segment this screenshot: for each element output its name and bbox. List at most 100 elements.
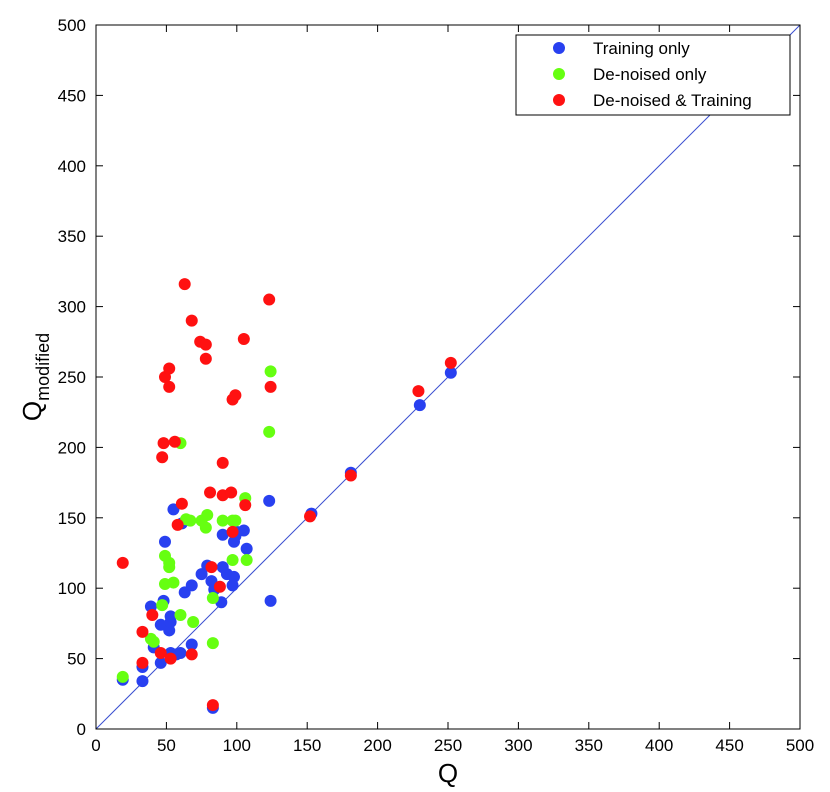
x-tick-label: 50 bbox=[157, 736, 176, 755]
data-point bbox=[157, 437, 170, 450]
y-tick-label: 500 bbox=[58, 16, 86, 35]
y-tick-label: 250 bbox=[58, 368, 86, 387]
data-point bbox=[225, 486, 238, 499]
plot-frame bbox=[95, 24, 801, 730]
data-point bbox=[226, 554, 239, 567]
data-point bbox=[185, 638, 198, 651]
data-point bbox=[178, 278, 191, 291]
data-point bbox=[185, 579, 198, 592]
data-point bbox=[146, 608, 159, 621]
x-tick-label: 0 bbox=[91, 736, 100, 755]
data-point bbox=[213, 580, 226, 593]
data-point bbox=[136, 675, 149, 688]
data-point bbox=[264, 380, 277, 393]
data-point bbox=[174, 646, 187, 659]
data-point bbox=[116, 670, 129, 683]
x-tick-label: 150 bbox=[293, 736, 321, 755]
data-point bbox=[237, 332, 250, 345]
y-tick-label: 150 bbox=[58, 509, 86, 528]
data-point bbox=[163, 362, 176, 375]
data-point bbox=[174, 608, 187, 621]
legend-label-training-only: Training only bbox=[593, 39, 690, 58]
data-point bbox=[205, 561, 218, 574]
data-point bbox=[185, 648, 198, 661]
x-axis-title: Q bbox=[438, 758, 458, 788]
data-point bbox=[154, 618, 167, 631]
data-point bbox=[116, 556, 129, 569]
data-point bbox=[199, 338, 212, 351]
data-point bbox=[136, 656, 149, 669]
x-tick-label: 350 bbox=[575, 736, 603, 755]
data-point bbox=[136, 625, 149, 638]
data-point bbox=[164, 615, 177, 628]
y-tick-label: 50 bbox=[67, 650, 86, 669]
data-point bbox=[167, 576, 180, 589]
data-point bbox=[229, 514, 242, 527]
x-tick-label: 450 bbox=[715, 736, 743, 755]
data-point bbox=[206, 592, 219, 605]
y-axis-title-main: Q bbox=[17, 401, 47, 421]
data-point bbox=[237, 524, 250, 537]
data-point bbox=[167, 503, 180, 516]
x-tick-label: 250 bbox=[434, 736, 462, 755]
data-point bbox=[240, 542, 253, 555]
legend-marker-training-only bbox=[553, 42, 565, 54]
data-point bbox=[206, 699, 219, 712]
axes: 0 50 100 150 200 250 300 350 400 450 500 0 50 100 150 2… bbox=[58, 16, 815, 755]
data-point bbox=[199, 352, 212, 365]
legend-marker-denoised-and-training bbox=[553, 94, 565, 106]
data-point bbox=[216, 528, 229, 541]
y-tick-label: 100 bbox=[58, 579, 86, 598]
data-point bbox=[216, 456, 229, 469]
x-tick-label: 300 bbox=[504, 736, 532, 755]
data-point bbox=[444, 356, 457, 369]
data-point bbox=[168, 435, 181, 448]
data-point bbox=[163, 380, 176, 393]
data-point bbox=[154, 656, 167, 669]
y-tick-label: 300 bbox=[58, 298, 86, 317]
data-point bbox=[239, 499, 252, 512]
data-point bbox=[263, 293, 276, 306]
y-tick-label: 450 bbox=[58, 86, 86, 105]
data-point bbox=[227, 570, 240, 583]
y-tick-label: 0 bbox=[77, 720, 86, 739]
data-point bbox=[156, 451, 169, 464]
y-axis-title-subscript: modified bbox=[33, 333, 53, 401]
data-point bbox=[187, 615, 200, 628]
data-point bbox=[413, 399, 426, 412]
data-point bbox=[154, 646, 167, 659]
data-point bbox=[147, 635, 160, 648]
legend-label-denoised-and-training: De-noised & Training bbox=[593, 91, 752, 110]
y-tick-label: 200 bbox=[58, 438, 86, 457]
data-points bbox=[116, 278, 457, 714]
data-point bbox=[206, 637, 219, 650]
data-point bbox=[263, 425, 276, 438]
data-point bbox=[216, 514, 229, 527]
x-tick-label: 400 bbox=[645, 736, 673, 755]
data-point bbox=[344, 469, 357, 482]
legend: Training only De-noised only De-noised &… bbox=[515, 34, 791, 116]
data-point bbox=[240, 554, 253, 567]
data-point bbox=[185, 314, 198, 327]
data-point bbox=[204, 486, 217, 499]
data-point bbox=[226, 525, 239, 538]
data-point bbox=[163, 556, 176, 569]
y-tick-label: 350 bbox=[58, 227, 86, 246]
data-point bbox=[158, 535, 171, 548]
data-point bbox=[171, 518, 184, 531]
x-tick-label: 500 bbox=[786, 736, 814, 755]
data-point bbox=[264, 594, 277, 607]
data-point bbox=[412, 385, 425, 398]
data-point bbox=[229, 389, 242, 402]
data-point bbox=[201, 508, 214, 521]
series-de-noised-training bbox=[116, 278, 457, 712]
series-de-noised-only bbox=[116, 365, 277, 683]
data-point bbox=[264, 365, 277, 378]
data-point bbox=[199, 521, 212, 534]
y-tick-label: 400 bbox=[58, 157, 86, 176]
x-tick-label: 100 bbox=[223, 736, 251, 755]
data-point bbox=[164, 652, 177, 665]
data-point bbox=[195, 568, 208, 581]
y-axis-title: Qmodified bbox=[17, 333, 53, 421]
